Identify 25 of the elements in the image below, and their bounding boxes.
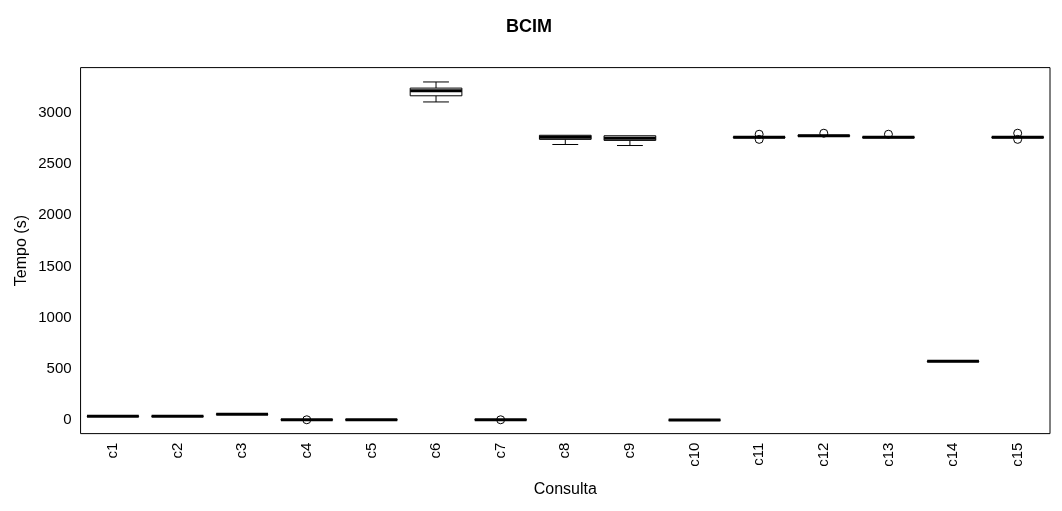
- y-tick-label: 2000: [38, 205, 72, 223]
- y-tick-label: 0: [63, 410, 72, 428]
- x-tick-label: c3: [232, 442, 250, 459]
- y-axis-title: Tempo (s): [12, 215, 30, 287]
- x-tick-label: c6: [426, 442, 444, 459]
- x-tick-label: c12: [813, 442, 831, 467]
- x-tick-label: c15: [1007, 442, 1025, 467]
- x-tick-label: c9: [620, 442, 638, 459]
- y-tick-label: 1000: [38, 307, 72, 325]
- y-tick-label: 2500: [38, 154, 72, 172]
- y-tick-label: 1500: [38, 256, 72, 274]
- x-axis-title: Consulta: [533, 479, 597, 497]
- x-tick-label: c4: [296, 442, 314, 459]
- x-tick-label: c14: [943, 442, 961, 467]
- x-tick-label: c13: [878, 442, 896, 467]
- x-tick-label: c1: [103, 442, 121, 459]
- chart-title: BCIM: [506, 15, 552, 36]
- x-tick-label: c2: [167, 442, 185, 459]
- x-tick-label: c10: [684, 442, 702, 467]
- y-tick-label: 3000: [38, 102, 72, 120]
- y-tick-label: 500: [46, 359, 72, 377]
- x-tick-label: c7: [490, 442, 508, 459]
- x-tick-label: c5: [361, 442, 379, 459]
- x-tick-label: c8: [555, 442, 573, 459]
- x-tick-label: c11: [749, 442, 767, 466]
